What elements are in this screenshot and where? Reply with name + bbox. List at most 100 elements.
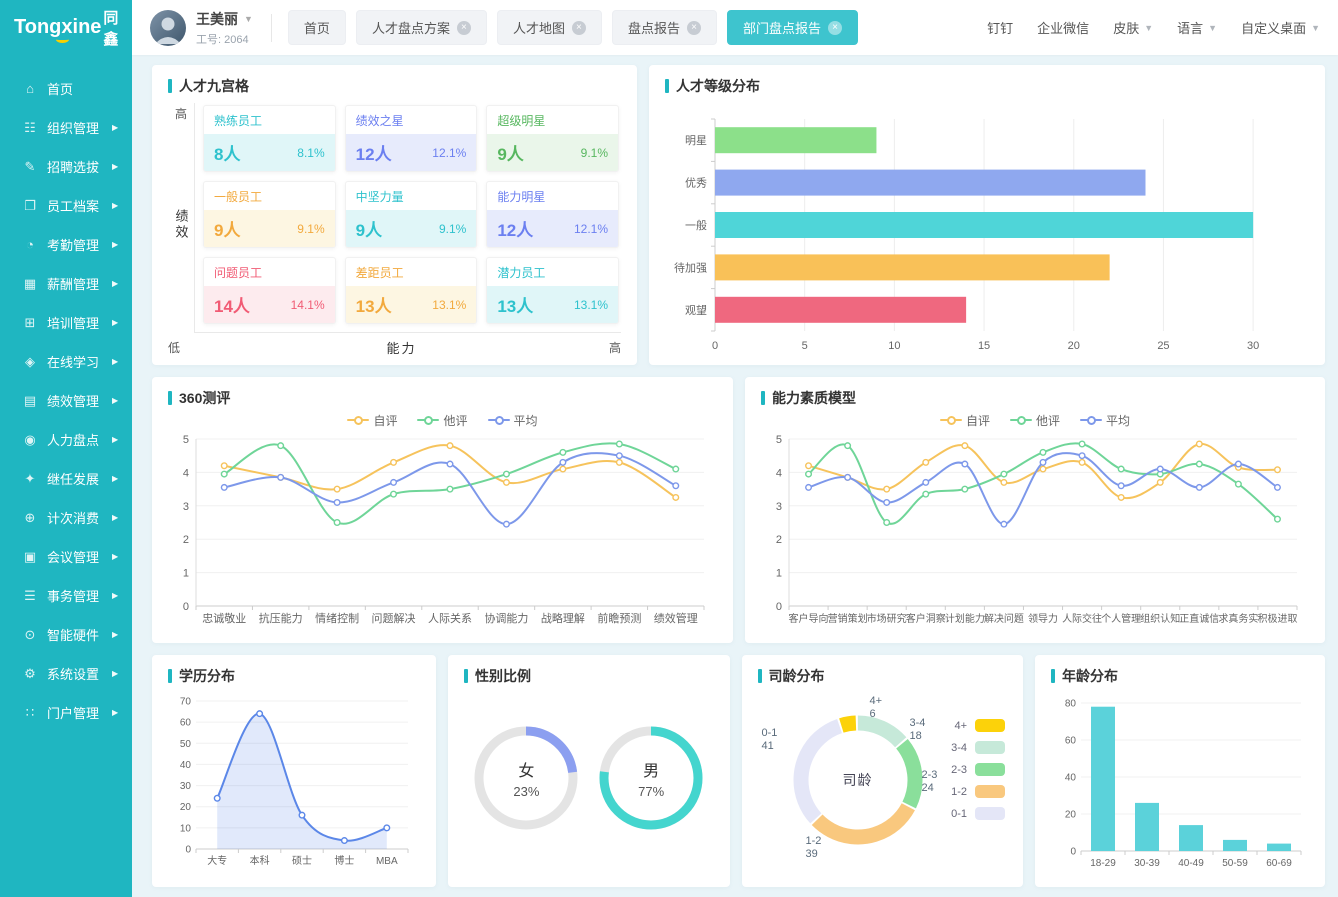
education-chart: 0 10 20 30 40 50 60 70 大专 本科 硕士 博士 MBA — [168, 693, 420, 875]
nine-grid-cell-super-star[interactable]: 超级明星 9人 9.1% — [486, 105, 619, 172]
sidebar-item-salary[interactable]: ▦ 薪酬管理 ▶ — [0, 264, 132, 303]
chevron-right-icon: ▶ — [112, 279, 119, 288]
sidebar-item-recruit[interactable]: ✎ 招聘选拔 ▶ — [0, 147, 132, 186]
legend-item-自评[interactable]: 自评 — [939, 411, 990, 429]
sidebar-item-label: 系统设置 — [47, 667, 100, 682]
close-icon[interactable]: × — [828, 20, 842, 35]
nine-grid-cell-backbone[interactable]: 中坚力量 9人 9.1% — [344, 181, 478, 248]
chevron-right-icon: ▶ — [112, 552, 119, 561]
axis-label-performance: 绩效 — [173, 208, 189, 241]
legend-item-4+[interactable]: 4+ — [945, 719, 1005, 732]
elearning-icon: ◈ — [25, 353, 35, 369]
competency-chart: 0 1 2 3 4 5 客户导向 营销策划 市场研究 客户洞察 计划能力 解决问题 领导力 人际交往 个人管… — [761, 431, 1309, 636]
sidebar-item-elearning[interactable]: ◈ 在线学习 ▶ — [0, 342, 132, 381]
tab-label: 人才盘点方案 — [371, 21, 450, 36]
chevron-right-icon: ▶ — [112, 591, 119, 600]
quick-link-dingtalk[interactable]: 钉钉 — [987, 18, 1013, 37]
svg-text:解决问题: 解决问题 — [984, 612, 1024, 625]
title-accent — [1051, 669, 1055, 683]
nine-grid-cell-potential[interactable]: 潜力员工 13人 13.1% — [486, 257, 619, 324]
sidebar-item-hardware[interactable]: ⊙ 智能硬件 ▶ — [0, 615, 132, 654]
quick-link-label: 自定义桌面 — [1241, 21, 1307, 36]
sidebar-item-label: 薪酬管理 — [47, 277, 100, 292]
sidebar-item-talent-review[interactable]: ◉ 人力盘点 ▶ — [0, 420, 132, 459]
svg-text:组织认知: 组织认知 — [1140, 612, 1180, 625]
tab-review-report[interactable]: 盘点报告 × — [611, 10, 717, 45]
sidebar-item-label: 在线学习 — [47, 355, 100, 370]
education-svg: 0 10 20 30 40 50 60 70 大专 本科 硕士 博士 MBA — [180, 697, 409, 867]
quick-link-skin[interactable]: 皮肤 ▼ — [1113, 18, 1153, 37]
panel-nine-grid: 人才九宫格 高 绩效 熟练员工 8人 8.1% 绩效之星 12人 12.1% 超级明星 9人 9… — [152, 65, 637, 365]
sidebar-item-label: 考勤管理 — [47, 238, 100, 253]
quick-link-custom-desktop[interactable]: 自定义桌面 ▼ — [1241, 18, 1320, 37]
nine-grid-cell-problem[interactable]: 问题员工 14人 14.1% — [203, 257, 336, 324]
tab-dept-review-report[interactable]: 部门盘点报告 × — [726, 10, 858, 45]
legend-item-2-3[interactable]: 2-3 — [945, 763, 1005, 776]
legend-item-他评[interactable]: 他评 — [1009, 411, 1060, 429]
cell-title: 中坚力量 — [355, 190, 404, 204]
svg-text:一般: 一般 — [685, 219, 707, 232]
svg-text:10: 10 — [180, 823, 192, 834]
tab-talent-map[interactable]: 人才地图 × — [496, 10, 602, 45]
sidebar-item-performance[interactable]: ▤ 绩效管理 ▶ — [0, 381, 132, 420]
cell-title: 差距员工 — [355, 266, 404, 280]
legend-item-自评[interactable]: 自评 — [347, 411, 397, 429]
gender-chart: 女 23% 男 77% — [464, 685, 714, 870]
nine-grid-cell-skilled[interactable]: 熟练员工 8人 8.1% — [203, 105, 336, 172]
legend-item-他评[interactable]: 他评 — [417, 411, 468, 429]
user-name-row[interactable]: 王美丽 ▼ — [196, 9, 253, 29]
panel-talent-level: 人才等级分布 0 5 10 15 20 25 30 明星 优秀 一般 待加强 观望 — [649, 65, 1325, 365]
chevron-down-icon: ▼ — [1208, 22, 1218, 33]
legend-item-平均[interactable]: 平均 — [1080, 411, 1130, 429]
legend-item-3-4[interactable]: 3-4 — [945, 741, 1005, 754]
sidebar-item-consumption[interactable]: ⊕ 计次消费 ▶ — [0, 498, 132, 537]
nine-grid-cell-gap[interactable]: 差距员工 13人 13.1% — [344, 257, 478, 324]
sidebar-item-meeting[interactable]: ▣ 会议管理 ▶ — [0, 537, 132, 576]
svg-text:积极进取: 积极进取 — [1257, 612, 1297, 625]
tab-talent-plan[interactable]: 人才盘点方案 × — [355, 10, 487, 45]
close-icon[interactable]: × — [686, 20, 701, 35]
sidebar-item-succession[interactable]: ✦ 继任发展 ▶ — [0, 459, 132, 498]
cell-title: 熟练员工 — [214, 114, 263, 128]
svg-text:营销策划: 营销策划 — [828, 612, 868, 625]
sidebar-item-archive[interactable]: ❐ 员工档案 ▶ — [0, 186, 132, 225]
sidebar-item-attendance[interactable]: ◔ 考勤管理 ▶ — [0, 225, 132, 264]
quick-link-language[interactable]: 语言 ▼ — [1177, 18, 1217, 37]
panel-competency-model: 能力素质模型 自评 他评 平均 0 1 2 3 4 5 客户导向 营销策划 市场研究 客户洞察 计划能力… — [745, 377, 1325, 643]
panel-360-assess: 360测评 自评 他评 平均 0 1 2 3 4 5 忠诚敬业 抗压能力 情绪控制 问题解决 人际关系协… — [152, 377, 733, 643]
svg-text:观望: 观望 — [685, 304, 707, 317]
sidebar-item-affairs[interactable]: ☰ 事务管理 ▶ — [0, 576, 132, 615]
tab-label: 部门盘点报告 — [742, 21, 821, 36]
close-icon[interactable]: × — [456, 20, 471, 35]
legend-item-平均[interactable]: 平均 — [487, 411, 538, 429]
chevron-right-icon: ▶ — [112, 669, 119, 678]
sidebar-item-settings[interactable]: ⚙ 系统设置 ▶ — [0, 654, 132, 693]
legend-label: 自评 — [373, 413, 398, 428]
legend-item-0-1[interactable]: 0-1 — [945, 807, 1005, 820]
chevron-right-icon: ▶ — [112, 435, 119, 444]
svg-text:15: 15 — [978, 340, 990, 352]
cell-percent: 9.1% — [580, 145, 608, 160]
axis-label-low: 低 — [168, 341, 181, 355]
tab-home[interactable]: 首页 — [287, 10, 346, 45]
nine-grid-cell-ability-star[interactable]: 能力明星 12人 12.1% — [486, 181, 619, 248]
sidebar-item-training[interactable]: ⊞ 培训管理 ▶ — [0, 303, 132, 342]
axis-label-high2: 高 — [608, 341, 621, 355]
legend-label: 4+ — [954, 719, 967, 732]
legend-item-1-2[interactable]: 1-2 — [945, 785, 1005, 798]
sidebar-item-home[interactable]: ⌂ 首页 — [0, 69, 132, 108]
sidebar-item-label: 招聘选拔 — [47, 160, 100, 175]
title-accent — [168, 669, 172, 683]
sidebar-item-label: 人力盘点 — [47, 433, 100, 448]
close-icon[interactable]: × — [571, 20, 586, 35]
user-avatar[interactable] — [150, 9, 186, 46]
sidebar-item-portal[interactable]: ∷ 门户管理 ▶ — [0, 693, 132, 732]
panel-title: 学历分布 — [179, 668, 235, 684]
tab-label: 首页 — [303, 21, 330, 36]
quick-link-wecom[interactable]: 企业微信 — [1037, 18, 1089, 37]
nine-grid-cell-general[interactable]: 一般员工 9人 9.1% — [203, 181, 336, 248]
panel-title: 司龄分布 — [768, 668, 825, 684]
nine-grid-cell-perf-star[interactable]: 绩效之星 12人 12.1% — [344, 105, 478, 172]
sidebar-item-org[interactable]: ☷ 组织管理 ▶ — [0, 108, 132, 147]
svg-text:0: 0 — [776, 601, 782, 613]
